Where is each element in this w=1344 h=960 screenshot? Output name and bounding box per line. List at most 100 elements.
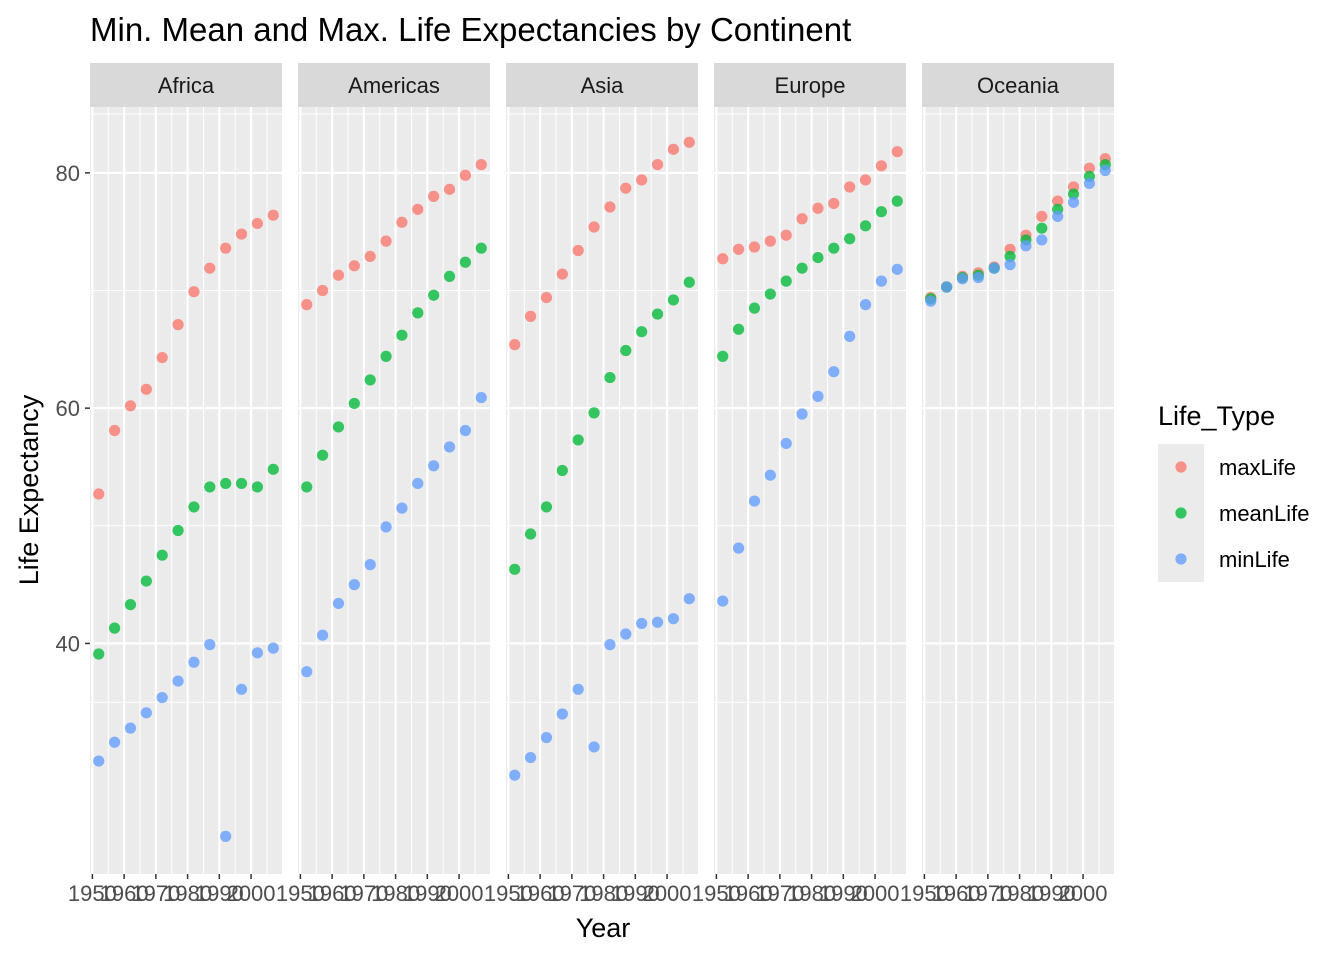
point-meanLife <box>316 449 329 461</box>
point-meanLife <box>204 481 216 493</box>
point-minLife <box>796 408 808 420</box>
point-maxLife <box>764 235 776 247</box>
point-minLife <box>459 424 472 437</box>
point-minLife <box>93 755 105 767</box>
point-minLife <box>891 263 903 275</box>
point-meanLife <box>683 276 695 288</box>
x-axis-title: Year <box>576 913 631 943</box>
point-meanLife <box>796 262 808 274</box>
point-meanLife <box>235 477 248 490</box>
point-meanLife <box>475 242 487 254</box>
point-maxLife <box>108 424 121 437</box>
x-tick-label: 1960 <box>724 881 773 906</box>
x-tick-label: 1970 <box>339 881 388 906</box>
point-meanLife <box>604 371 616 384</box>
point-minLife <box>620 628 632 640</box>
point-minLife <box>188 656 200 668</box>
point-meanLife <box>620 344 632 357</box>
point-maxLife <box>140 383 152 395</box>
point-minLife <box>443 441 456 453</box>
legend: Life_Type maxLife meanLife minLife <box>1158 401 1310 582</box>
x-tick-label: 1990 <box>403 881 452 906</box>
point-maxLife <box>844 181 856 193</box>
point-meanLife <box>172 524 184 537</box>
point-meanLife <box>412 307 424 319</box>
point-maxLife <box>1083 162 1096 174</box>
x-tick-label: 2000 <box>643 881 692 906</box>
point-minLife <box>651 616 664 628</box>
point-minLife <box>235 683 248 695</box>
legend-label-maxLife: maxLife <box>1219 455 1296 480</box>
point-maxLife <box>348 260 360 272</box>
legend-label-minLife: minLife <box>1219 547 1290 572</box>
facet-panels: Africa195019601970198019902000Americas19… <box>68 63 1114 906</box>
point-meanLife <box>556 464 568 477</box>
point-maxLife <box>636 174 648 186</box>
point-meanLife <box>780 275 792 287</box>
point-maxLife <box>796 213 808 225</box>
point-maxLife <box>1052 195 1064 207</box>
point-meanLife <box>764 288 776 300</box>
facet-strip-label: Asia <box>581 73 625 98</box>
point-minLife <box>108 736 121 748</box>
point-meanLife <box>1004 250 1016 263</box>
facet-strip-label: Europe <box>775 73 846 98</box>
point-meanLife <box>380 350 392 362</box>
facet-strip <box>922 63 1114 107</box>
x-tick-label: 1980 <box>995 881 1044 906</box>
point-minLife <box>875 275 888 287</box>
point-minLife <box>156 691 168 704</box>
x-tick-label: 1960 <box>100 881 149 906</box>
point-maxLife <box>780 229 792 241</box>
point-minLife <box>556 708 568 720</box>
point-meanLife <box>140 575 152 587</box>
point-minLife <box>140 707 152 719</box>
panel-background <box>714 107 906 874</box>
point-maxLife <box>412 203 424 215</box>
x-tick-label: 1980 <box>579 881 628 906</box>
point-minLife <box>780 437 792 450</box>
legend-title: Life_Type <box>1158 401 1275 431</box>
legend-key-maxLife <box>1175 461 1187 473</box>
point-maxLife <box>93 488 105 500</box>
point-maxLife <box>188 286 200 298</box>
point-meanLife <box>636 326 648 338</box>
point-meanLife <box>301 481 313 493</box>
point-minLife <box>524 751 537 764</box>
point-meanLife <box>332 421 345 433</box>
point-maxLife <box>301 299 313 311</box>
point-minLife <box>1099 164 1111 177</box>
x-tick-label: 1970 <box>547 881 596 906</box>
point-meanLife <box>844 233 856 245</box>
point-maxLife <box>251 217 264 230</box>
point-minLife <box>380 521 392 533</box>
point-minLife <box>301 666 313 678</box>
facet-strip <box>298 63 490 107</box>
point-minLife <box>1020 240 1032 252</box>
point-maxLife <box>396 216 408 228</box>
point-minLife <box>428 460 440 472</box>
point-meanLife <box>428 289 440 301</box>
point-minLife <box>220 830 232 842</box>
x-tick-label: 1950 <box>276 881 325 906</box>
point-meanLife <box>651 308 664 320</box>
point-maxLife <box>364 250 376 263</box>
point-maxLife <box>267 209 279 221</box>
point-minLife <box>588 741 600 753</box>
point-minLife <box>1004 259 1016 271</box>
point-minLife <box>251 647 264 659</box>
point-maxLife <box>380 235 392 247</box>
panel-background <box>922 107 1114 874</box>
point-meanLife <box>251 481 264 493</box>
point-meanLife <box>572 434 584 446</box>
legend-key-meanLife <box>1175 507 1187 519</box>
x-tick-label: 2000 <box>1059 881 1108 906</box>
point-meanLife <box>364 374 376 386</box>
point-maxLife <box>604 201 616 213</box>
point-minLife <box>172 675 184 687</box>
point-meanLife <box>859 220 872 232</box>
